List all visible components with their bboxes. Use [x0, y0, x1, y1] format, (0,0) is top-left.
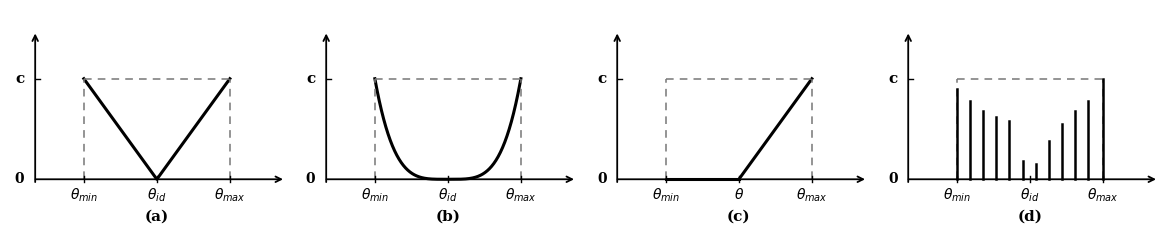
Text: $\theta_{max}$: $\theta_{max}$: [796, 187, 828, 205]
Text: $\theta_{id}$: $\theta_{id}$: [439, 187, 457, 205]
Text: $\theta_{min}$: $\theta_{min}$: [69, 187, 97, 205]
Text: $\theta_{max}$: $\theta_{max}$: [213, 187, 245, 205]
Text: c: c: [15, 72, 25, 86]
Text: c: c: [888, 72, 897, 86]
Text: $\theta_{min}$: $\theta_{min}$: [943, 187, 971, 205]
Text: 0: 0: [306, 172, 316, 186]
Text: $\theta_{max}$: $\theta_{max}$: [504, 187, 537, 205]
Text: (a): (a): [144, 210, 169, 223]
Text: (b): (b): [435, 210, 460, 223]
Text: (c): (c): [727, 210, 751, 223]
Text: $\theta_{min}$: $\theta_{min}$: [361, 187, 389, 205]
Text: 0: 0: [888, 172, 897, 186]
Text: 0: 0: [597, 172, 606, 186]
Text: $\theta_{min}$: $\theta_{min}$: [652, 187, 680, 205]
Text: $\theta_{max}$: $\theta_{max}$: [1087, 187, 1119, 205]
Text: (d): (d): [1017, 210, 1043, 223]
Text: c: c: [597, 72, 606, 86]
Text: $\theta_{id}$: $\theta_{id}$: [1021, 187, 1039, 205]
Text: 0: 0: [15, 172, 25, 186]
Text: $\theta$: $\theta$: [734, 187, 744, 202]
Text: c: c: [306, 72, 316, 86]
Text: $\theta_{id}$: $\theta_{id}$: [147, 187, 167, 205]
